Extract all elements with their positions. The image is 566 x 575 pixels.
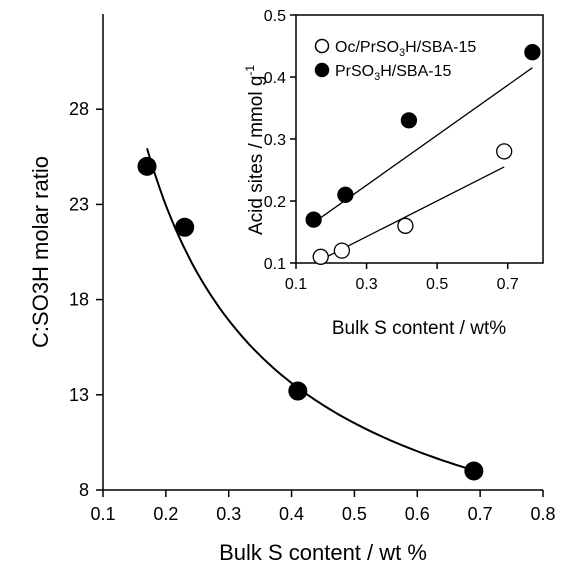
- inset-y-tick-label: 0.5: [264, 8, 286, 25]
- main-x-tick-label: 0.6: [405, 504, 430, 524]
- legend-marker-filled: [314, 62, 330, 78]
- main-x-tick-label: 0.7: [468, 504, 493, 524]
- legend-label-oc-part1: Oc/PrSO: [335, 39, 399, 56]
- inset-y-axis-title: Acid sites / mmol g-1: [243, 65, 267, 235]
- inset-chart: 0.1 0.3 0.5 0.7 0.1 0.2 0.3 0.4 0.5 Bulk S conte…: [243, 8, 544, 339]
- inset-point-oc: [397, 217, 414, 234]
- inset-x-tick-label: 0.5: [426, 276, 448, 293]
- main-y-tick-label: 28: [69, 99, 89, 119]
- inset-x-axis-title: Bulk S content / wt%: [332, 318, 506, 339]
- main-data-point: [137, 156, 157, 176]
- inset-x-tick-label: 0.3: [355, 276, 377, 293]
- inset-point-oc: [333, 242, 351, 259]
- main-y-tick-label: 13: [69, 385, 89, 405]
- main-data-point: [175, 217, 195, 237]
- main-y-tick-label: 23: [69, 194, 89, 214]
- main-y-tick-label: 8: [79, 480, 89, 500]
- inset-point-pr: [524, 44, 541, 61]
- inset-point-pr: [305, 211, 322, 228]
- main-x-tick-label: 0.1: [90, 504, 115, 524]
- main-x-axis-title: Bulk S content / wt %: [219, 540, 427, 565]
- inset-ticks: 0.1 0.3 0.5 0.7 0.1 0.2 0.3 0.4 0.5: [264, 8, 519, 293]
- legend-marker-open: [314, 38, 330, 54]
- inset-y-tick-label: 0.1: [264, 256, 286, 273]
- inset-point-oc: [496, 143, 513, 160]
- legend-label-pr-sub: 3: [374, 71, 380, 83]
- inset-point-pr: [400, 112, 418, 129]
- legend-label-oc: Oc/PrSO3H/SBA-15: [335, 39, 476, 59]
- main-x-tick-label: 0.8: [530, 504, 555, 524]
- main-x-tick-label: 0.5: [342, 504, 367, 524]
- main-ticks: 0.1 0.2 0.3 0.4 0.5 0.6 0.7 0.8 8 13 18 23 28: [69, 99, 556, 524]
- inset-x-tick-label: 0.1: [285, 276, 307, 293]
- main-y-tick-label: 18: [69, 290, 89, 310]
- inset-y-tick-label: 0.2: [264, 194, 286, 211]
- main-x-tick-label: 0.2: [153, 504, 178, 524]
- main-data-points: [137, 156, 484, 481]
- main-data-point: [288, 381, 308, 401]
- legend-label-oc-sub: 3: [399, 47, 405, 59]
- inset-point-oc: [312, 248, 329, 265]
- main-x-tick-label: 0.4: [279, 504, 304, 524]
- inset-point-pr: [337, 186, 354, 203]
- main-chart: 0.1 0.2 0.3 0.4 0.5 0.6 0.7 0.8 8 13 18 23 28 Bulk S…: [28, 14, 556, 565]
- legend-label-oc-part2: H/SBA-15: [405, 39, 476, 56]
- inset-y-axis-title-main: Acid sites / mmol g: [246, 76, 267, 235]
- inset-frame: [295, 14, 544, 264]
- inset-legend: Oc/PrSO3H/SBA-15 PrSO3H/SBA-15: [314, 38, 476, 83]
- inset-x-tick-label: 0.7: [497, 276, 519, 293]
- legend-label-pr-part1: PrSO: [335, 63, 374, 80]
- inset-fit-line-oc: [320, 166, 505, 261]
- inset-y-axis-title-sup: -1: [243, 65, 257, 76]
- inset-y-tick-label: 0.4: [264, 70, 286, 87]
- main-trend-curve: [146, 148, 475, 472]
- main-y-axis-title: C:SO3H molar ratio: [28, 156, 53, 348]
- main-x-tick-label: 0.3: [216, 504, 241, 524]
- legend-label-pr: PrSO3H/SBA-15: [335, 63, 451, 83]
- main-data-point: [464, 461, 484, 481]
- legend-label-pr-part2: H/SBA-15: [380, 63, 451, 80]
- inset-y-tick-label: 0.3: [264, 132, 286, 149]
- inset-data-points: [305, 44, 541, 265]
